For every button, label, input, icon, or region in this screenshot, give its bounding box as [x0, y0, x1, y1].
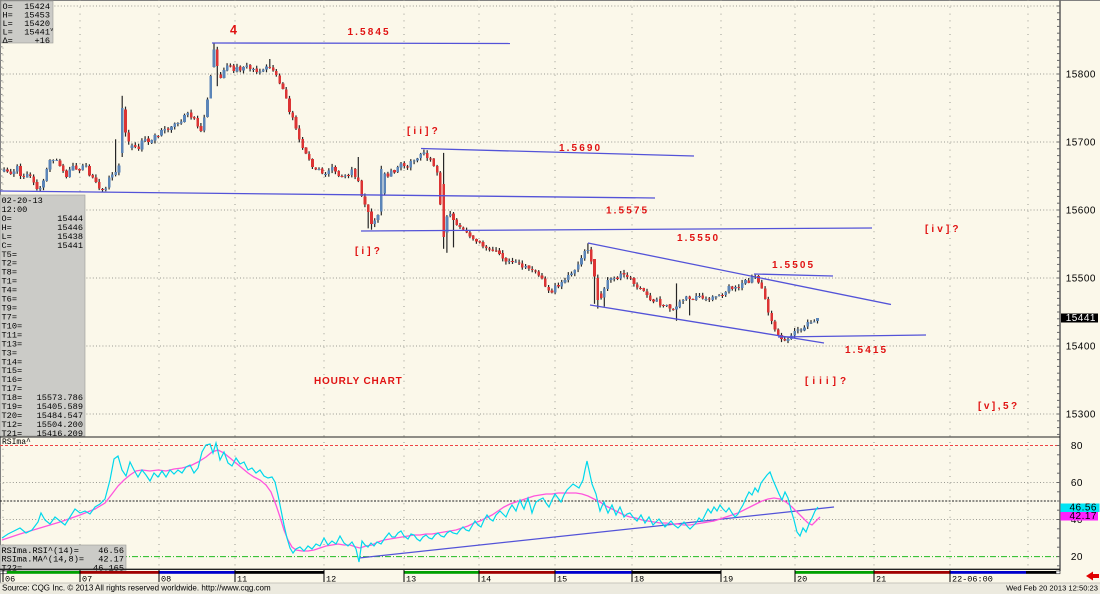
- svg-text:T3=: T3=: [2, 348, 17, 358]
- svg-text:RSIma.MA^(14,8)=: RSIma.MA^(14,8)=: [2, 555, 85, 565]
- svg-text:46.165: 46.165: [93, 563, 124, 573]
- svg-text:HOURLY CHART: HOURLY CHART: [314, 376, 403, 387]
- svg-text:60: 60: [1071, 478, 1083, 489]
- svg-text:15573.786: 15573.786: [37, 393, 83, 403]
- svg-text:15416.209: 15416.209: [37, 429, 83, 439]
- svg-text:T12=: T12=: [2, 420, 23, 430]
- svg-text:T9=: T9=: [2, 304, 17, 314]
- svg-text:42.17: 42.17: [1069, 511, 1097, 522]
- svg-text:12:00: 12:00: [2, 205, 28, 215]
- svg-text:T7=: T7=: [2, 313, 17, 323]
- svg-text:1.5845: 1.5845: [348, 27, 391, 38]
- svg-text:15441: 15441: [1066, 313, 1096, 324]
- svg-text:15405.589: 15405.589: [37, 402, 83, 412]
- svg-text:T11=: T11=: [2, 330, 23, 340]
- svg-text:T22=: T22=: [2, 563, 23, 573]
- svg-text:1.5575: 1.5575: [606, 206, 649, 217]
- svg-text:T16=: T16=: [2, 375, 23, 385]
- svg-text:Wed Feb 20 2013 12:50:23: Wed Feb 20 2013 12:50:23: [1006, 584, 1098, 593]
- svg-text:11: 11: [237, 575, 247, 585]
- svg-text:T15=: T15=: [2, 366, 23, 376]
- svg-text:[iv]?: [iv]?: [925, 224, 962, 235]
- svg-text:L=: L=: [3, 27, 13, 37]
- svg-text:80: 80: [1071, 441, 1083, 452]
- svg-text:L=: L=: [2, 232, 12, 242]
- svg-text:Source: CQG Inc. © 2013 All ri: Source: CQG Inc. © 2013 All rights reser…: [2, 584, 271, 593]
- svg-text:+16: +16: [35, 36, 50, 46]
- svg-text:21: 21: [876, 575, 886, 585]
- svg-text:C=: C=: [2, 241, 12, 251]
- svg-text:H=: H=: [3, 11, 13, 21]
- svg-text:15446: 15446: [57, 223, 83, 233]
- svg-text:RSIma.RSI^(14)=: RSIma.RSI^(14)=: [2, 546, 79, 556]
- svg-text:15600: 15600: [1066, 206, 1096, 217]
- svg-text:O=: O=: [2, 214, 12, 224]
- svg-text:15300: 15300: [1066, 410, 1096, 421]
- svg-text:Δ=: Δ=: [3, 36, 13, 46]
- svg-text:T5=: T5=: [2, 250, 17, 260]
- svg-text:15453: 15453: [24, 11, 50, 21]
- svg-text:[i]?: [i]?: [355, 246, 383, 257]
- svg-text:T13=: T13=: [2, 339, 23, 349]
- svg-text:T8=: T8=: [2, 268, 17, 278]
- svg-text:4: 4: [230, 23, 238, 37]
- svg-text:06: 06: [5, 575, 15, 585]
- svg-text:46.56: 46.56: [1069, 503, 1097, 514]
- svg-text:H=: H=: [2, 223, 12, 233]
- svg-text:13: 13: [406, 575, 416, 585]
- svg-text:T20=: T20=: [2, 411, 23, 421]
- svg-text:T10=: T10=: [2, 321, 23, 331]
- svg-text:T14=: T14=: [2, 357, 23, 367]
- svg-text:12: 12: [326, 575, 336, 585]
- svg-text:46.56: 46.56: [98, 546, 124, 556]
- svg-text:15424: 15424: [24, 2, 50, 12]
- svg-text:15438: 15438: [57, 232, 83, 242]
- svg-text:08: 08: [161, 575, 171, 585]
- svg-text:20: 20: [1071, 552, 1083, 563]
- svg-text:1.5415: 1.5415: [845, 345, 888, 356]
- svg-text:20: 20: [797, 575, 807, 585]
- svg-text:15700: 15700: [1066, 138, 1096, 149]
- svg-text:T6=: T6=: [2, 295, 17, 305]
- svg-text:15420: 15420: [24, 19, 50, 29]
- svg-text:[ii]?: [ii]?: [407, 126, 441, 137]
- svg-text:19: 19: [723, 575, 733, 585]
- svg-text:[iii]?: [iii]?: [805, 376, 850, 387]
- svg-text:T17=: T17=: [2, 384, 23, 394]
- svg-text:v: v: [50, 27, 53, 33]
- svg-text:1.5550: 1.5550: [677, 233, 720, 244]
- svg-text:T4=: T4=: [2, 286, 17, 296]
- svg-text:O=: O=: [3, 2, 13, 12]
- svg-text:1.5505: 1.5505: [772, 260, 815, 271]
- svg-text:T1=: T1=: [2, 277, 17, 287]
- svg-text:18: 18: [634, 575, 644, 585]
- svg-text:15504.200: 15504.200: [37, 420, 83, 430]
- svg-text:T18=: T18=: [2, 393, 23, 403]
- svg-text:15441: 15441: [57, 241, 83, 251]
- svg-text:15500: 15500: [1066, 274, 1096, 285]
- svg-text:1.5690: 1.5690: [559, 143, 602, 154]
- svg-text:RSIma^: RSIma^: [2, 438, 31, 447]
- svg-text:02-20-13: 02-20-13: [2, 196, 43, 206]
- svg-text:07: 07: [82, 575, 92, 585]
- svg-text:T19=: T19=: [2, 402, 23, 412]
- svg-text:15444: 15444: [57, 214, 83, 224]
- svg-text:T21=: T21=: [2, 429, 23, 439]
- svg-text:42.17: 42.17: [98, 555, 124, 565]
- svg-text:15441: 15441: [24, 27, 50, 37]
- svg-text:15800: 15800: [1066, 70, 1096, 81]
- svg-text:T2=: T2=: [2, 259, 17, 269]
- svg-text:15: 15: [557, 575, 567, 585]
- svg-text:15400: 15400: [1066, 342, 1096, 353]
- svg-text:22-06:00: 22-06:00: [952, 575, 993, 585]
- svg-text:L=: L=: [3, 19, 13, 29]
- svg-text:14: 14: [481, 575, 491, 585]
- svg-text:15484.547: 15484.547: [37, 411, 83, 421]
- svg-text:[v],5?: [v],5?: [978, 401, 1020, 412]
